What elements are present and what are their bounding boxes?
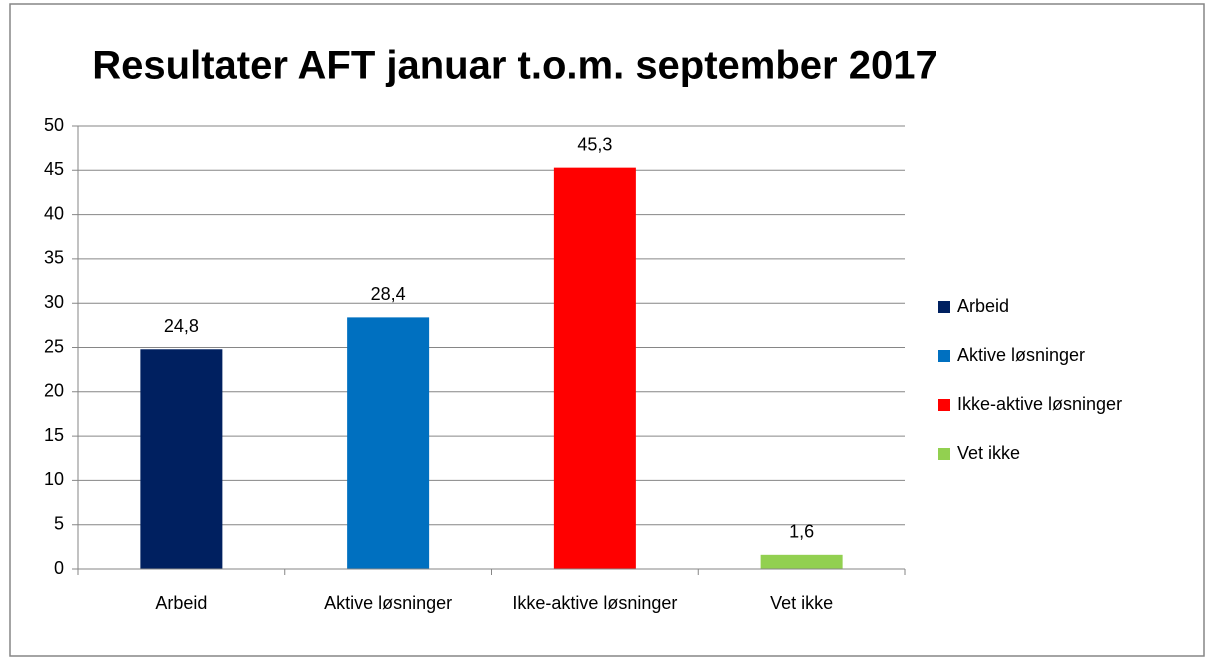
legend-label: Vet ikke [957,443,1020,463]
y-tick-label: 20 [44,381,64,401]
y-tick-label: 10 [44,469,64,489]
legend-swatch [938,301,950,313]
bar [140,349,223,569]
y-tick-label: 0 [54,558,64,578]
y-tick-label: 40 [44,203,64,223]
bar [347,317,430,569]
bar [553,167,636,569]
y-tick-label: 5 [54,513,64,533]
legend-label: Aktive løsninger [957,345,1085,365]
data-label: 28,4 [371,284,406,304]
data-label: 24,8 [164,316,199,336]
y-tick-label: 50 [44,115,64,135]
x-tick-label: Ikke-aktive løsninger [512,593,677,613]
legend-swatch [938,350,950,362]
legend-label: Arbeid [957,296,1009,316]
legend-label: Ikke-aktive løsninger [957,394,1122,414]
y-tick-label: 25 [44,336,64,356]
x-tick-label: Vet ikke [770,593,833,613]
data-label: 45,3 [577,134,612,154]
data-label: 1,6 [789,522,814,542]
y-tick-label: 35 [44,248,64,268]
y-tick-label: 45 [44,159,64,179]
x-tick-label: Arbeid [155,593,207,613]
x-tick-label: Aktive løsninger [324,593,452,613]
bar [760,554,843,569]
y-tick-label: 30 [44,292,64,312]
legend-swatch [938,448,950,460]
y-tick-label: 15 [44,425,64,445]
legend-swatch [938,399,950,411]
chart-title: Resultater AFT januar t.o.m. september 2… [92,44,937,88]
